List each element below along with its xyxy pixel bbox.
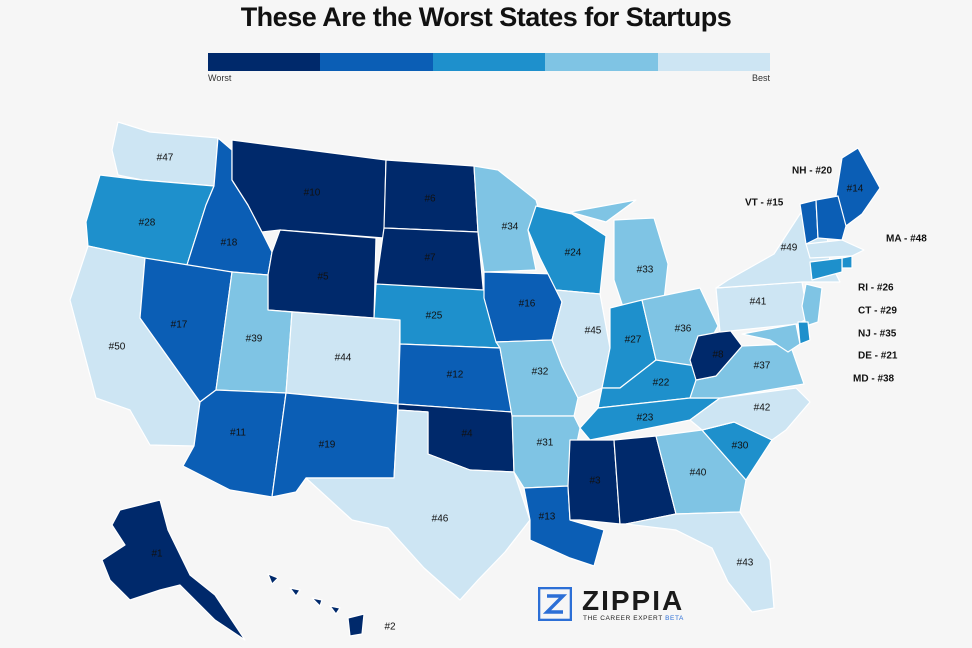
rank-label-nv: #17 xyxy=(171,320,188,331)
rank-label-ak: #1 xyxy=(151,549,163,560)
rank-label-va: #37 xyxy=(754,361,771,372)
state-il[interactable] xyxy=(551,289,611,399)
state-de[interactable] xyxy=(797,321,811,345)
rank-label-me: #14 xyxy=(847,184,864,195)
rank-label-tx: #46 xyxy=(432,514,449,525)
rank-label-in: #27 xyxy=(625,335,642,346)
callout-de: DE - #21 xyxy=(858,351,898,362)
rank-labels-layer: #47 #28 #50 #18 #17 #10 #5 #39 #11 #44 #19 #6 #7 #25 #… xyxy=(109,153,928,633)
legend-best-label: Best xyxy=(751,73,770,83)
rank-label-mo: #32 xyxy=(532,367,549,378)
zippia-z-icon xyxy=(538,587,572,621)
state-ct[interactable] xyxy=(809,257,843,281)
state-tx[interactable] xyxy=(305,409,531,601)
rank-label-ut: #39 xyxy=(246,334,263,345)
rank-label-wv: #8 xyxy=(712,350,724,361)
rank-label-nm: #19 xyxy=(319,440,336,451)
rank-label-mt: #10 xyxy=(304,188,321,199)
rank-label-sc: #30 xyxy=(732,441,749,452)
legend-worst-label: Worst xyxy=(208,73,232,83)
rank-label-il: #45 xyxy=(585,326,602,337)
rank-label-ms: #3 xyxy=(589,476,601,487)
rank-label-ga: #40 xyxy=(690,468,707,479)
color-legend: Worst Best xyxy=(208,53,771,85)
rank-label-id: #18 xyxy=(221,238,238,249)
rank-label-ok: #4 xyxy=(461,429,473,440)
state-mn[interactable] xyxy=(473,165,541,273)
callout-md: MD - #38 xyxy=(853,374,895,385)
rank-label-ca: #50 xyxy=(109,342,126,353)
rank-label-az: #11 xyxy=(230,428,246,439)
rank-label-ks: #12 xyxy=(447,370,464,381)
callout-nh: NH - #20 xyxy=(792,166,832,177)
rank-label-la: #13 xyxy=(539,512,556,523)
rank-label-ny: #49 xyxy=(781,243,798,254)
rank-label-ia: #16 xyxy=(519,299,536,310)
rank-label-mn: #34 xyxy=(502,222,519,233)
legend-swatch-1 xyxy=(208,53,321,71)
rank-label-hi: #2 xyxy=(384,622,396,633)
rank-label-pa: #41 xyxy=(750,297,767,308)
state-ga[interactable] xyxy=(655,429,747,515)
state-ma[interactable] xyxy=(805,239,865,259)
rank-label-wi: #24 xyxy=(565,248,582,259)
state-md[interactable] xyxy=(741,323,801,353)
legend-swatch-2 xyxy=(320,53,433,71)
rank-label-nc: #42 xyxy=(754,403,771,414)
state-nh[interactable] xyxy=(815,195,847,241)
rank-label-ky: #22 xyxy=(653,378,670,389)
legend-swatch-5 xyxy=(657,53,771,71)
state-nc[interactable] xyxy=(689,387,811,441)
states-layer xyxy=(69,121,881,641)
state-ak[interactable] xyxy=(101,499,246,641)
rank-label-sd: #7 xyxy=(424,253,436,264)
map-title: These Are the Worst States for Startups xyxy=(240,2,732,32)
callout-nj: NJ - #35 xyxy=(858,329,897,340)
rank-label-wa: #47 xyxy=(157,153,174,164)
rank-label-co: #44 xyxy=(335,353,352,364)
state-hi[interactable] xyxy=(267,573,365,637)
rank-label-ar: #31 xyxy=(537,438,554,449)
logo-beta-badge: BETA xyxy=(665,615,684,622)
logo-wordmark: ZIPPIA xyxy=(582,585,685,616)
rank-label-fl: #43 xyxy=(737,558,754,569)
rank-label-mi: #33 xyxy=(637,265,654,276)
state-ri[interactable] xyxy=(841,255,853,269)
logo-tagline-text: THE CAREER EXPERT xyxy=(583,615,663,622)
state-fl[interactable] xyxy=(625,511,775,613)
callout-vt: VT - #15 xyxy=(745,198,784,209)
rank-label-wy: #5 xyxy=(317,272,329,283)
legend-swatch-3 xyxy=(432,53,546,71)
logo-tagline: THE CAREER EXPERT BETA xyxy=(583,615,684,622)
legend-color-bar xyxy=(208,53,771,71)
rank-label-nd: #6 xyxy=(424,194,436,205)
rank-label-oh: #36 xyxy=(675,324,692,335)
callout-ma: MA - #48 xyxy=(886,234,927,245)
callout-ct: CT - #29 xyxy=(858,306,897,317)
legend-swatch-4 xyxy=(545,53,658,71)
rank-label-tn: #23 xyxy=(637,413,654,424)
rank-label-or: #28 xyxy=(139,218,156,229)
rank-label-ne: #25 xyxy=(426,311,443,322)
state-nj[interactable] xyxy=(801,283,823,327)
callout-ri: RI - #26 xyxy=(858,283,894,294)
